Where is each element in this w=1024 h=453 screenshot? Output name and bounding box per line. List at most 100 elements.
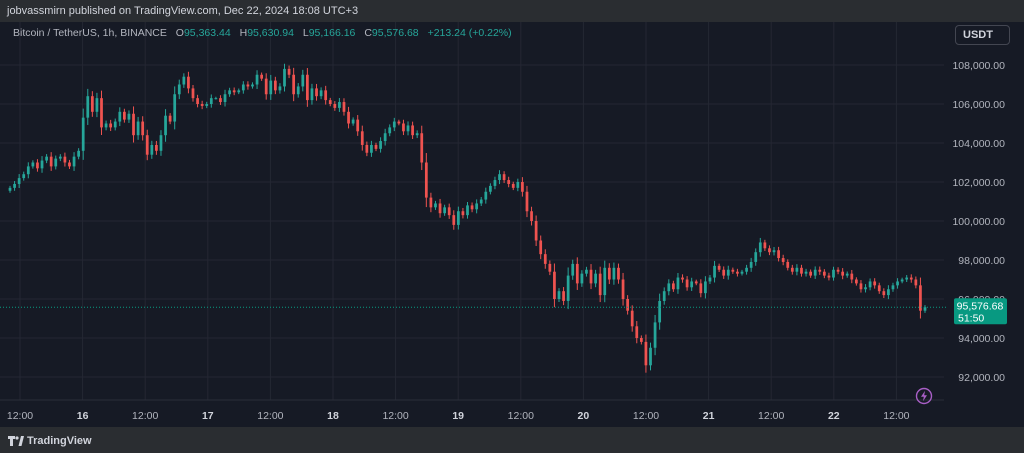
- candle-body: [209, 98, 213, 104]
- candle-body: [777, 250, 780, 259]
- candle-body: [214, 98, 218, 100]
- candle-body: [594, 273, 597, 284]
- candle-body: [644, 341, 648, 366]
- candle-body: [832, 269, 835, 278]
- candle-body: [109, 123, 113, 128]
- candle-body: [237, 90, 241, 93]
- candle-body: [690, 281, 694, 288]
- candle-body: [13, 183, 16, 188]
- candle-body: [635, 326, 639, 338]
- y-tick-label: 100,000.00: [952, 216, 1005, 228]
- chart-legend: Bitcoin / TetherUS, 1h, BINANCE O95,363.…: [13, 27, 512, 39]
- candle-body: [818, 269, 822, 272]
- candle-body: [507, 180, 511, 184]
- candle-body: [649, 347, 652, 366]
- candle-body: [566, 275, 570, 301]
- footer: TradingView: [0, 427, 1024, 453]
- grid-lines: [0, 22, 944, 400]
- x-tick-label: 12:00: [758, 410, 784, 422]
- candle-body: [699, 283, 703, 294]
- candle-body: [264, 78, 268, 95]
- candle-body: [557, 291, 561, 299]
- candle-body: [768, 248, 771, 253]
- candle-body: [356, 119, 360, 132]
- candle-body: [241, 84, 245, 91]
- x-tick-label: 12:00: [7, 410, 33, 422]
- candle-body: [196, 98, 199, 104]
- candle-body: [923, 307, 927, 311]
- candle-body: [424, 162, 428, 198]
- candle-body: [740, 271, 744, 274]
- candle-body: [434, 203, 437, 208]
- candle-body: [100, 98, 103, 128]
- candle-body: [420, 133, 424, 163]
- candle-body: [370, 144, 373, 153]
- candle-body: [612, 267, 616, 280]
- candle-body: [251, 84, 254, 87]
- candle-body: [456, 211, 460, 225]
- candle-body: [827, 275, 831, 278]
- candle-body: [36, 162, 39, 169]
- x-tick-label: 12:00: [132, 410, 158, 422]
- candle-body: [589, 269, 593, 284]
- candle-body: [896, 281, 899, 286]
- candle-body: [292, 74, 296, 95]
- candle-body: [136, 121, 140, 136]
- candle-body: [585, 269, 588, 274]
- candle-body: [909, 277, 913, 280]
- candle-body: [850, 273, 854, 280]
- candle-body: [511, 183, 515, 188]
- published-info: jobvassmirn published on TradingView.com…: [7, 5, 359, 17]
- candle-body: [736, 271, 739, 274]
- chart-frame[interactable]: 108,000.00 106,000.00 104,000.00 102,000.00…: [0, 22, 1024, 427]
- candle-body: [781, 258, 785, 262]
- x-tick-label: 21: [703, 410, 715, 422]
- candle-body: [315, 88, 318, 97]
- candle-body: [86, 96, 90, 118]
- candle-body: [365, 144, 369, 153]
- candle-body: [173, 94, 177, 122]
- candle-body: [580, 273, 584, 284]
- candle-body: [461, 211, 465, 216]
- candle-body: [809, 271, 812, 276]
- candle-body: [772, 250, 776, 253]
- candle-body: [406, 125, 410, 132]
- x-tick-label: 19: [452, 410, 464, 422]
- candle-body: [301, 74, 305, 87]
- y-tick-label: 104,000.00: [952, 138, 1005, 150]
- candle-body: [342, 102, 346, 112]
- candle-body: [127, 113, 131, 120]
- candle-body: [493, 180, 497, 186]
- candle-body: [575, 263, 579, 284]
- candle-body: [22, 174, 26, 179]
- candle-body: [77, 150, 80, 157]
- candle-body: [63, 156, 67, 163]
- candle-body: [822, 271, 826, 276]
- lightning-icon[interactable]: [915, 387, 933, 405]
- candle-body: [914, 279, 918, 286]
- candle-body: [45, 156, 48, 161]
- currency-button[interactable]: USDT: [955, 25, 1010, 45]
- candle-body: [283, 68, 286, 87]
- candle-body: [219, 98, 222, 103]
- candle-body: [882, 291, 886, 296]
- candle-body: [813, 269, 817, 276]
- candle-body: [17, 178, 21, 184]
- candlestick-chart[interactable]: 108,000.00 106,000.00 104,000.00 102,000.00…: [0, 22, 1024, 427]
- candle-body: [310, 88, 314, 101]
- candle-body: [900, 279, 904, 282]
- candle-body: [539, 240, 543, 255]
- candle-body: [182, 76, 186, 85]
- legend-close-value: 95,576.68: [371, 27, 419, 39]
- candle-body: [617, 267, 620, 280]
- candle-body: [90, 96, 94, 112]
- candle-body: [745, 267, 748, 272]
- candle-body: [273, 80, 277, 91]
- legend-low-label: L: [302, 27, 309, 39]
- candle-body: [855, 279, 858, 284]
- candle-body: [749, 261, 753, 268]
- candle-body: [722, 269, 726, 276]
- candle-body: [498, 174, 501, 181]
- candle-body: [296, 86, 300, 95]
- candle-body: [630, 310, 634, 327]
